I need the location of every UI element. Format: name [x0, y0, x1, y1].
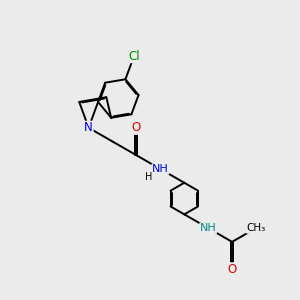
Text: NH: NH	[200, 223, 217, 233]
Text: H: H	[145, 172, 152, 182]
Text: CH₃: CH₃	[246, 223, 266, 233]
Text: Cl: Cl	[128, 50, 140, 63]
Text: O: O	[227, 263, 237, 276]
Text: NH: NH	[152, 164, 169, 174]
Text: N: N	[84, 121, 93, 134]
Text: O: O	[132, 121, 141, 134]
